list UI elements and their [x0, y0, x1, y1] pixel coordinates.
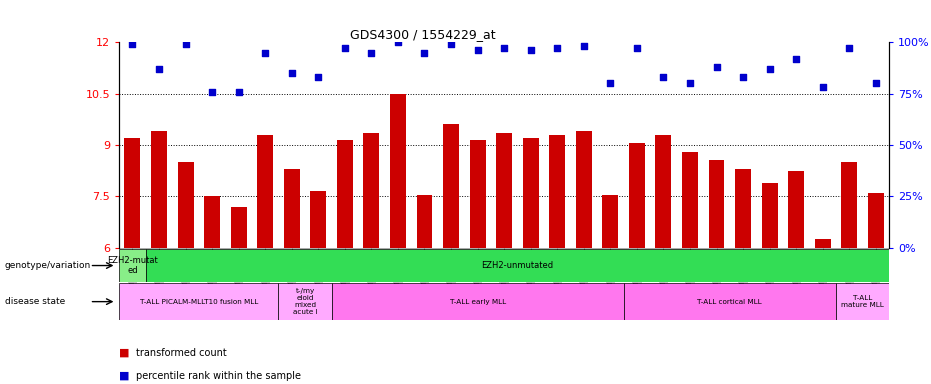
Bar	[868, 193, 884, 248]
Bar	[624, 283, 836, 320]
Text: T-ALL PICALM-MLLT10 fusion MLL: T-ALL PICALM-MLLT10 fusion MLL	[140, 299, 258, 305]
Text: GDS4300 / 1554229_at: GDS4300 / 1554229_at	[350, 28, 496, 41]
Point	[497, 45, 512, 51]
Point	[789, 56, 803, 62]
Point	[576, 43, 591, 50]
Bar	[178, 162, 194, 248]
Text: t-/my
eloid
mixed
acute l: t-/my eloid mixed acute l	[292, 288, 317, 315]
Bar	[735, 169, 751, 248]
Bar	[278, 283, 331, 320]
Text: percentile rank within the sample: percentile rank within the sample	[136, 371, 301, 381]
Bar	[575, 131, 592, 248]
Point	[284, 70, 299, 76]
Bar	[119, 249, 146, 282]
Point	[125, 41, 140, 47]
Point	[231, 88, 246, 94]
Text: genotype/variation: genotype/variation	[5, 261, 91, 270]
Point	[337, 45, 352, 51]
Bar	[125, 138, 141, 248]
Bar	[842, 162, 857, 248]
Point	[869, 80, 884, 86]
Point	[417, 50, 432, 56]
Bar	[522, 138, 539, 248]
Bar	[836, 283, 889, 320]
Point	[178, 41, 193, 47]
Bar	[416, 195, 433, 248]
Bar	[655, 135, 671, 248]
Bar	[549, 135, 565, 248]
Bar	[331, 283, 624, 320]
Point	[762, 66, 777, 72]
Bar	[390, 94, 406, 248]
Point	[470, 47, 485, 53]
Bar	[815, 239, 830, 248]
Point	[258, 50, 273, 56]
Point	[656, 74, 671, 80]
Point	[205, 88, 220, 94]
Point	[311, 74, 326, 80]
Point	[523, 47, 538, 53]
Bar	[310, 191, 326, 248]
Bar	[284, 169, 300, 248]
Bar	[119, 283, 278, 320]
Bar	[682, 152, 698, 248]
Bar	[629, 143, 645, 248]
Bar	[496, 133, 512, 248]
Bar	[602, 195, 618, 248]
Point	[390, 39, 405, 45]
Bar	[762, 183, 777, 248]
Point	[816, 84, 830, 91]
Point	[842, 45, 857, 51]
Point	[629, 45, 644, 51]
Text: transformed count: transformed count	[136, 348, 226, 358]
Bar	[231, 207, 247, 248]
Bar	[708, 161, 724, 248]
Text: T-ALL cortical MLL: T-ALL cortical MLL	[697, 299, 762, 305]
Point	[603, 80, 618, 86]
Bar	[151, 131, 167, 248]
Bar	[204, 196, 220, 248]
Bar	[257, 135, 273, 248]
Point	[550, 45, 565, 51]
Text: ■: ■	[119, 348, 129, 358]
Bar	[363, 133, 379, 248]
Bar	[789, 170, 804, 248]
Point	[443, 41, 458, 47]
Point	[152, 66, 167, 72]
Bar	[337, 140, 353, 248]
Point	[709, 64, 724, 70]
Text: ■: ■	[119, 371, 129, 381]
Text: T-ALL
mature MLL: T-ALL mature MLL	[842, 295, 884, 308]
Text: EZH2-unmutated: EZH2-unmutated	[481, 261, 553, 270]
Text: EZH2-mutat
ed: EZH2-mutat ed	[107, 256, 158, 275]
Bar	[469, 140, 486, 248]
Point	[682, 80, 697, 86]
Point	[364, 50, 379, 56]
Point	[735, 74, 750, 80]
Text: T-ALL early MLL: T-ALL early MLL	[450, 299, 506, 305]
Bar	[443, 124, 459, 248]
Text: disease state: disease state	[5, 297, 65, 306]
